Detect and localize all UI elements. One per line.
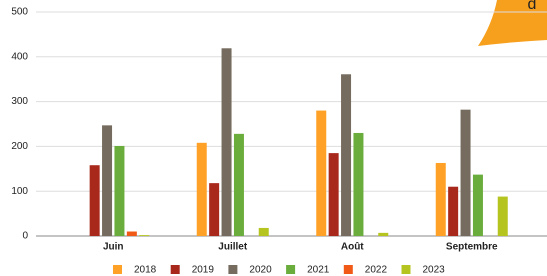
legend-label: 2021	[307, 265, 330, 276]
legend-swatch	[344, 265, 353, 274]
legend-swatch	[113, 265, 122, 274]
legend-label: 2019	[192, 265, 215, 276]
bar	[448, 187, 458, 236]
x-tick-label: Août	[341, 242, 364, 253]
bar	[436, 163, 446, 236]
bar	[139, 235, 149, 236]
bar	[90, 165, 100, 236]
legend-swatch	[171, 265, 180, 274]
y-tick-label: 0	[22, 231, 28, 242]
x-tick-label: Juin	[103, 242, 124, 253]
bar	[473, 175, 483, 236]
y-tick-label: 400	[11, 51, 28, 62]
bar	[114, 146, 124, 236]
bar	[461, 110, 471, 236]
bar	[102, 125, 112, 236]
legend-swatch	[402, 265, 411, 274]
bar	[329, 153, 339, 236]
bar	[197, 143, 207, 236]
y-tick-label: 300	[11, 96, 28, 107]
y-tick-label: 500	[11, 7, 28, 18]
bar	[341, 74, 351, 236]
annotation: d	[528, 0, 537, 13]
bar	[316, 111, 326, 236]
y-tick-label: 200	[11, 141, 28, 152]
bar	[222, 48, 232, 236]
bar	[498, 197, 508, 236]
x-tick-label: Septembre	[446, 242, 498, 253]
chart: d 0 100 200 300 400 500 Juin Juillet Août Septemb…	[0, 0, 547, 276]
legend-label: 2022	[365, 265, 388, 276]
legend-swatch	[286, 265, 295, 274]
legend-label: 2020	[249, 265, 272, 276]
bar	[259, 228, 269, 236]
bar	[209, 183, 219, 236]
bar	[353, 133, 363, 236]
legend-label: 2023	[423, 265, 446, 276]
bar	[127, 232, 137, 236]
bar	[234, 134, 244, 236]
y-tick-label: 100	[11, 186, 28, 197]
decoration	[478, 0, 547, 46]
legend-label: 2018	[134, 265, 157, 276]
bar	[378, 233, 388, 236]
legend-swatch	[228, 265, 237, 274]
x-tick-label: Juillet	[218, 242, 248, 253]
